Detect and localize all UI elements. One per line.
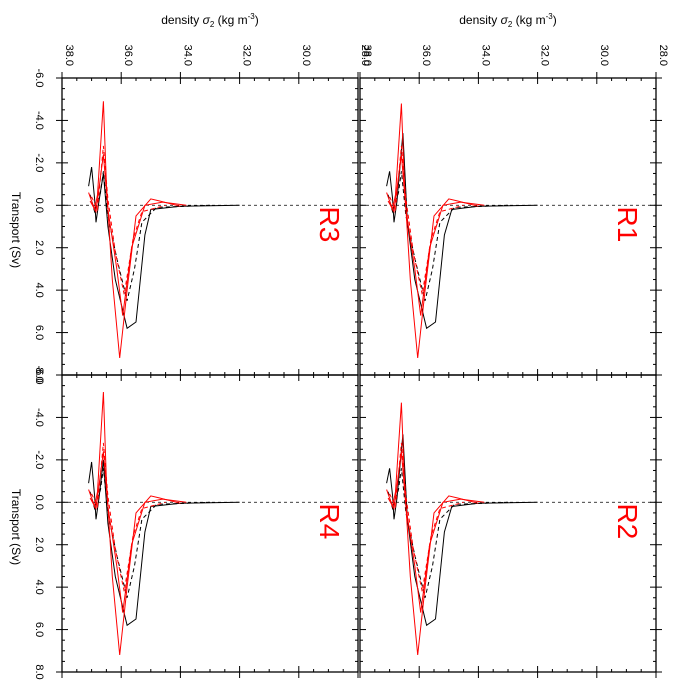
transport-tick-label: 2.0 <box>33 240 45 255</box>
transport-tick-label: 4.0 <box>33 579 45 594</box>
panel-tag: R2 <box>612 504 643 540</box>
panel-r3: 38.0 36.0 34.0 32.0 30.0 28.0 -6.0 -4.0 -2.0 0.0 2… <box>33 45 371 383</box>
panel-tag: R1 <box>612 207 643 243</box>
transport-axis-title-top: Transport (Sv) <box>9 192 23 268</box>
panel-frame <box>359 77 657 376</box>
density-tick-label: 38.0 <box>63 45 75 66</box>
transport-axis-title-bottom: Transport (Sv) <box>9 489 23 565</box>
transport-tick-label: 4.0 <box>33 282 45 297</box>
density-tick-label: 32.0 <box>241 45 253 66</box>
transport-tick-label: 0.0 <box>33 198 45 213</box>
density-tick-label: 32.0 <box>539 45 551 66</box>
series-red-3 <box>88 391 181 656</box>
series-red-5 <box>389 145 464 295</box>
density-tick-label: 34.0 <box>181 45 193 66</box>
density-tick-label: 30.0 <box>300 45 312 66</box>
panel-frame <box>61 374 359 673</box>
transport-tick-label: -2.0 <box>33 450 45 469</box>
density-tick-label: 36.0 <box>122 45 134 66</box>
transport-tick-label: 6.0 <box>33 325 45 340</box>
transport-tick-label: -6.0 <box>33 69 45 88</box>
series-black-2 <box>89 171 211 301</box>
transport-tick-label: -2.0 <box>33 153 45 172</box>
density-tick-label: 28.0 <box>657 45 669 66</box>
panel-r4: -6.0 -4.0 -2.0 0.0 2.0 4.0 6.0 8.0 R4 <box>33 366 359 680</box>
transport-tick-label: -4.0 <box>33 408 45 427</box>
panels-group: 38.0 36.0 34.0 32.0 30.0 28.0 -6.0 -4.0 -2.0 0.0 2… <box>33 45 669 680</box>
transport-tick-label: 8.0 <box>33 367 45 382</box>
density-axis-title-left: density σ2 (kg m-3) <box>161 12 259 29</box>
series-black-2 <box>89 468 211 598</box>
transport-tick-label: 8.0 <box>33 664 45 679</box>
transport-tick-label: -4.0 <box>33 111 45 130</box>
density-tick-label: 34.0 <box>479 45 491 66</box>
transport-tick-label: 2.0 <box>33 537 45 552</box>
panel-frame <box>61 77 359 376</box>
transport-tick-label: 0.0 <box>33 495 45 510</box>
series-red-5 <box>389 442 464 592</box>
series-red-5 <box>91 442 166 592</box>
density-axis-title-right: density σ2 (kg m-3) <box>459 12 557 29</box>
density-tick-label: 36.0 <box>420 45 432 66</box>
series-red-4 <box>89 154 187 316</box>
series-black-1 <box>386 133 538 330</box>
density-tick-label: 30.0 <box>598 45 610 66</box>
series-red-4 <box>89 451 187 613</box>
panel-r1: 38.0 36.0 34.0 32.0 30.0 28.0 R1 <box>359 45 669 376</box>
series-black-1 <box>386 434 538 627</box>
series-red-5 <box>91 145 166 295</box>
series-black-1 <box>88 167 240 330</box>
density-tick-label: 28.0 <box>359 45 371 66</box>
transport-tick-label: -6.0 <box>33 366 45 385</box>
series-red-4 <box>387 154 485 316</box>
panel-tag: R3 <box>314 207 345 243</box>
series-red-3 <box>386 103 479 359</box>
transport-tick-label: 6.0 <box>33 622 45 637</box>
series-red-3 <box>88 101 181 359</box>
series-red-3 <box>386 402 479 656</box>
panel-tag: R4 <box>314 504 345 540</box>
series-red-4 <box>387 451 485 613</box>
panel-frame <box>359 374 657 673</box>
density-tick-label: 38.0 <box>361 45 373 66</box>
series-black-1 <box>88 459 240 627</box>
panel-r2: R2 <box>359 374 662 678</box>
